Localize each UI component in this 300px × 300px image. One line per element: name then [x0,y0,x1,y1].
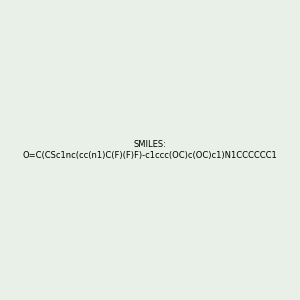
Text: SMILES:
O=C(CSc1nc(cc(n1)C(F)(F)F)-c1ccc(OC)c(OC)c1)N1CCCCCC1: SMILES: O=C(CSc1nc(cc(n1)C(F)(F)F)-c1ccc… [22,140,278,160]
